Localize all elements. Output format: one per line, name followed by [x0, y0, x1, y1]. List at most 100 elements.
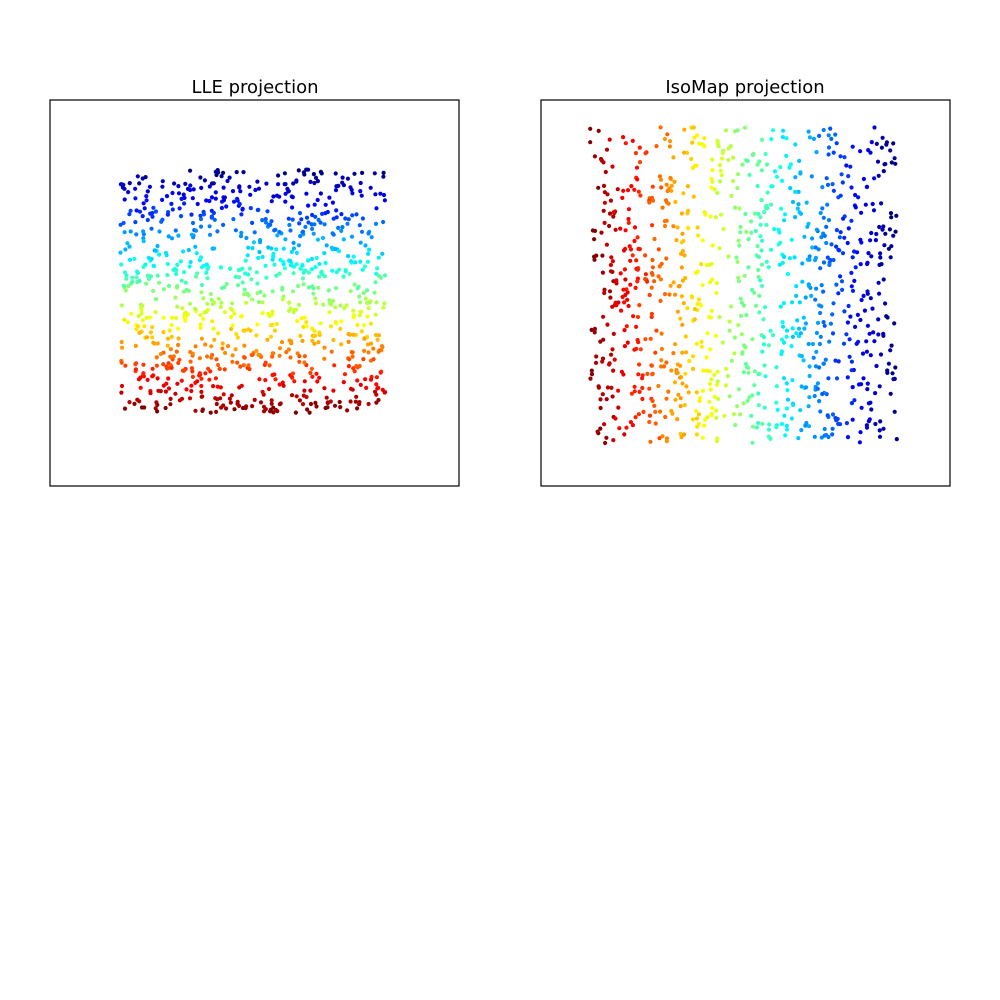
- scatter-point: [736, 323, 741, 328]
- scatter-point: [129, 311, 134, 316]
- scatter-point: [260, 254, 265, 260]
- scatter-point: [679, 211, 685, 216]
- scatter-point: [756, 267, 761, 273]
- scatter-point: [876, 332, 881, 337]
- scatter-point: [849, 185, 854, 190]
- scatter-point: [248, 206, 253, 211]
- scatter-point: [198, 312, 203, 318]
- scatter-point: [127, 181, 132, 186]
- scatter-point: [834, 244, 839, 249]
- scatter-point: [123, 247, 128, 252]
- scatter-point: [305, 407, 310, 412]
- scatter-point: [726, 146, 731, 151]
- scatter-point: [224, 406, 229, 411]
- scatter-point: [629, 391, 635, 396]
- scatter-point: [712, 372, 717, 378]
- scatter-point: [165, 261, 170, 267]
- scatter-point: [169, 236, 175, 241]
- scatter-point: [192, 306, 198, 311]
- scatter-point: [849, 368, 854, 373]
- scatter-point: [694, 408, 699, 414]
- scatter-point: [656, 247, 661, 252]
- lle-points: [118, 167, 388, 415]
- scatter-point: [891, 233, 896, 238]
- scatter-point: [675, 225, 680, 230]
- scatter-point: [322, 251, 327, 256]
- scatter-point: [234, 331, 239, 337]
- scatter-point: [709, 185, 714, 190]
- scatter-point: [719, 173, 725, 178]
- scatter-point: [160, 197, 165, 202]
- scatter-point: [135, 270, 140, 276]
- scatter-point: [610, 164, 615, 169]
- scatter-point: [694, 416, 700, 421]
- scatter-point: [809, 293, 814, 298]
- scatter-point: [362, 323, 367, 328]
- scatter-point: [768, 202, 774, 207]
- scatter-point: [755, 162, 760, 167]
- scatter-point: [150, 335, 155, 340]
- scatter-point: [769, 137, 774, 142]
- scatter-point: [190, 220, 196, 226]
- scatter-point: [622, 267, 628, 272]
- scatter-point: [610, 347, 615, 352]
- scatter-point: [320, 271, 325, 277]
- scatter-point: [614, 278, 619, 283]
- scatter-point: [853, 205, 858, 210]
- scatter-point: [324, 243, 329, 248]
- scatter-point: [830, 312, 835, 317]
- scatter-point: [725, 374, 731, 379]
- scatter-point: [736, 387, 742, 392]
- scatter-point: [252, 230, 257, 235]
- scatter-point: [815, 381, 821, 386]
- scatter-point: [150, 374, 155, 379]
- scatter-point: [888, 211, 894, 216]
- scatter-point: [157, 229, 162, 234]
- scatter-point: [272, 372, 277, 377]
- scatter-point: [650, 372, 655, 377]
- scatter-point: [628, 282, 633, 287]
- scatter-point: [233, 274, 238, 279]
- scatter-point: [145, 335, 150, 340]
- scatter-point: [662, 292, 668, 297]
- scatter-point: [830, 182, 835, 187]
- scatter-point: [780, 135, 785, 140]
- scatter-point: [373, 192, 378, 197]
- scatter-point: [893, 365, 898, 370]
- scatter-point: [721, 226, 726, 232]
- scatter-point: [297, 398, 302, 403]
- scatter-point: [635, 177, 640, 182]
- scatter-point: [366, 306, 371, 311]
- scatter-point: [592, 254, 597, 259]
- scatter-point: [806, 282, 811, 287]
- scatter-point: [327, 298, 332, 303]
- scatter-point: [708, 347, 713, 352]
- scatter-point: [598, 397, 603, 402]
- scatter-point: [272, 228, 277, 233]
- scatter-point: [176, 233, 181, 238]
- scatter-point: [327, 310, 332, 315]
- scatter-point: [628, 258, 633, 263]
- scatter-point: [207, 224, 212, 229]
- scatter-point: [700, 142, 705, 147]
- scatter-point: [739, 300, 745, 305]
- scatter-point: [797, 300, 802, 305]
- scatter-point: [256, 299, 262, 305]
- scatter-point: [715, 138, 720, 143]
- scatter-point: [119, 339, 124, 345]
- scatter-point: [230, 353, 235, 358]
- scatter-point: [707, 381, 713, 387]
- scatter-point: [120, 345, 125, 350]
- scatter-point: [126, 190, 131, 195]
- scatter-point: [209, 297, 214, 302]
- scatter-point: [762, 405, 767, 410]
- scatter-point: [242, 287, 247, 292]
- scatter-point: [240, 405, 245, 411]
- scatter-point: [673, 199, 678, 205]
- scatter-point: [757, 159, 762, 164]
- scatter-point: [744, 365, 750, 370]
- scatter-point: [608, 198, 614, 203]
- scatter-point: [782, 218, 787, 223]
- scatter-point: [237, 201, 242, 207]
- scatter-point: [323, 211, 328, 216]
